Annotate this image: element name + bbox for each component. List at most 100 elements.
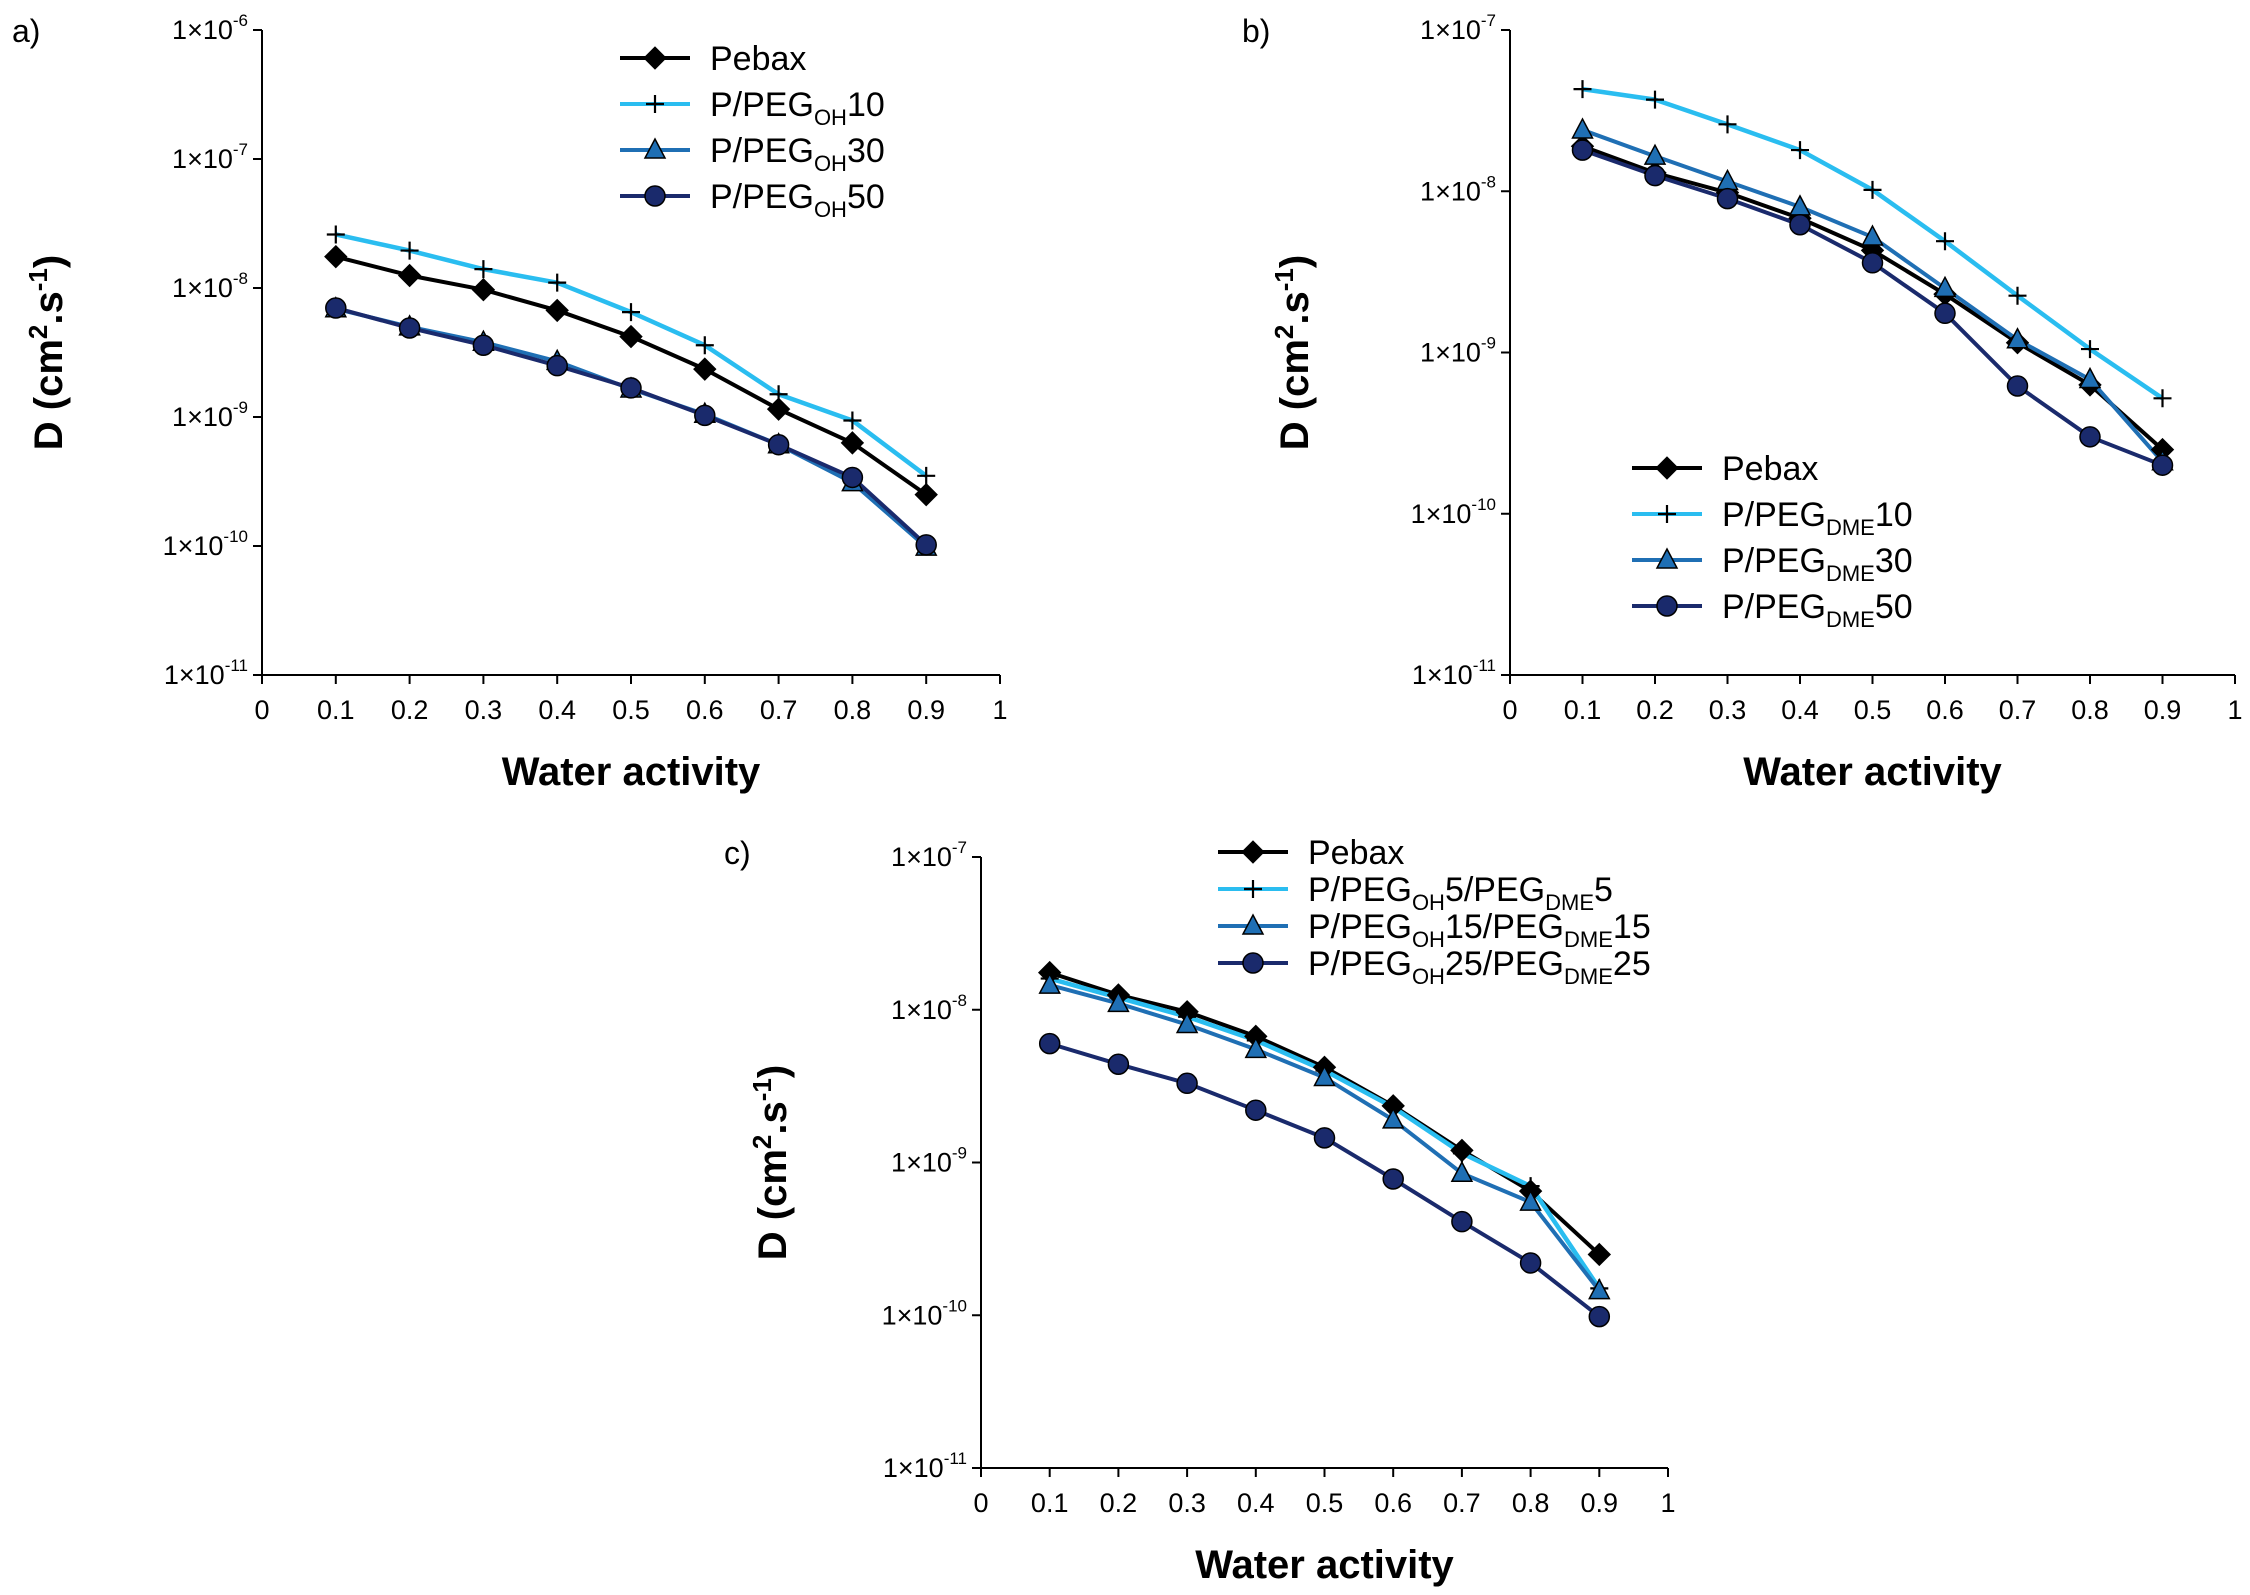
data-point-series-2	[1313, 1064, 1336, 1087]
x-tick-label: 1	[1660, 1488, 1675, 1518]
data-point-series-1	[1936, 232, 1954, 251]
y-tick-label: 1×10-11	[883, 1449, 967, 1483]
y-tick-label: 1×10-7	[891, 838, 967, 872]
legend-label: P/PEGDME50	[1722, 588, 1913, 632]
data-point-series-1	[1573, 80, 1592, 99]
x-tick-label: 0.8	[1512, 1488, 1550, 1518]
data-point-series-2	[1588, 1277, 1611, 1300]
data-point-series-3	[2079, 426, 2101, 448]
data-point-series-1	[474, 260, 493, 279]
data-point-series-1	[326, 225, 345, 244]
chart-panel-b: b) 1×10-11 1×10-10 1×10-9 1×10-8 1×10-7 0 0.1 0.…	[1242, 11, 2243, 794]
x-tick-label: 0.6	[1926, 695, 1964, 725]
legend-swatch-marker	[1655, 547, 1679, 569]
x-tick-label: 0.7	[1999, 695, 2037, 725]
data-point-series-2	[1571, 117, 1594, 139]
y-tick-label: 1×10-7	[172, 140, 248, 174]
y-tick-label: 1×10-11	[164, 656, 248, 690]
data-point-series-2	[1933, 275, 1957, 298]
x-tick-label: 0.9	[907, 695, 945, 725]
data-point-series-3	[1861, 252, 1884, 274]
data-point-series-3	[1519, 1252, 1542, 1274]
x-tick-label: 0.2	[1636, 695, 1674, 725]
x-tick-label: 0.8	[2071, 695, 2109, 725]
x-tick-label: 0.3	[1709, 695, 1747, 725]
x-tick-label: 0.5	[612, 695, 650, 725]
y-tick-label: 1×10-11	[1412, 656, 1496, 690]
data-point-series-2	[1519, 1189, 1542, 1211]
y-tick-label: 1×10-9	[1420, 334, 1496, 368]
data-point-series-2	[1861, 224, 1884, 246]
data-point-series-1	[1646, 90, 1664, 109]
x-tick-label: 0.1	[1564, 695, 1602, 725]
x-tick-label: 0.6	[1374, 1488, 1412, 1518]
data-point-series-0	[545, 298, 569, 323]
x-tick-label: 0.8	[834, 695, 872, 725]
x-tick-label: 0.4	[1237, 1488, 1275, 1518]
data-point-series-3	[1451, 1210, 1473, 1233]
legend-label: Pebax	[1722, 450, 1818, 488]
data-point-series-2	[1643, 143, 1667, 165]
series-line-0	[1049, 970, 1601, 1256]
data-point-series-0	[914, 482, 938, 507]
data-point-series-1	[695, 336, 714, 355]
x-tick-label: 0	[254, 695, 269, 725]
legend-swatch-marker	[1658, 505, 1676, 523]
panel-label: c)	[724, 835, 751, 871]
series-line-0	[335, 254, 928, 497]
data-point-series-1	[548, 273, 567, 292]
data-point-series-3	[694, 404, 716, 427]
y-tick-label: 1×10-10	[163, 527, 248, 561]
x-tick-label: 0.9	[2144, 695, 2182, 725]
data-point-series-3	[472, 334, 495, 356]
data-point-series-1	[2008, 286, 2027, 305]
legend-label: P/PEGOH5/PEGDME5	[1308, 871, 1613, 915]
data-point-series-1	[1791, 141, 1809, 160]
data-point-series-3	[1644, 164, 1666, 187]
legend-label: P/PEGDME30	[1722, 542, 1913, 586]
legend-swatch-marker	[1655, 456, 1679, 480]
y-tick-label: 1×10-8	[1420, 172, 1496, 206]
legend-swatch-marker	[1244, 880, 1262, 898]
data-point-series-3	[915, 534, 937, 556]
legend-swatch-marker	[644, 185, 666, 207]
data-point-series-1	[1452, 1144, 1471, 1163]
data-point-series-0	[693, 357, 717, 381]
legend-label: Pebax	[1308, 834, 1404, 872]
y-axis-title: D (cm2.s-1)	[1269, 255, 1317, 450]
x-tick-label: 0.5	[1854, 695, 1892, 725]
data-point-series-1	[400, 241, 419, 260]
x-tick-label: 0.1	[1031, 1488, 1069, 1518]
x-tick-label: 0.6	[686, 695, 724, 725]
data-point-series-3	[1382, 1168, 1404, 1190]
data-point-series-0	[397, 263, 422, 288]
data-point-series-2	[1244, 1036, 1268, 1059]
x-tick-label: 0.7	[760, 695, 798, 725]
data-point-series-2	[1381, 1107, 1405, 1129]
data-point-series-2	[1175, 1011, 1199, 1034]
data-point-series-1	[917, 466, 936, 485]
x-tick-label: 0.3	[465, 695, 503, 725]
legend-swatch-marker	[646, 95, 664, 113]
x-tick-label: 0.4	[538, 695, 576, 725]
data-point-series-3	[841, 466, 864, 489]
data-point-series-1	[622, 303, 640, 322]
data-point-series-0	[840, 431, 865, 455]
x-axis-title: Water activity	[1743, 750, 2002, 794]
data-point-series-3	[1245, 1099, 1267, 1121]
series-line-1	[335, 232, 928, 478]
x-tick-label: 0	[1502, 695, 1517, 725]
legend-label: Pebax	[710, 40, 806, 78]
x-tick-label: 0.2	[1100, 1488, 1138, 1518]
legend-swatch-marker	[1242, 952, 1264, 974]
data-point-series-3	[1789, 213, 1811, 236]
x-axis-title: Water activity	[502, 750, 761, 794]
data-point-series-3	[546, 354, 568, 377]
data-point-series-2	[2006, 327, 2029, 349]
data-point-series-0	[766, 397, 791, 421]
x-axis-title: Water activity	[1195, 1543, 1454, 1587]
legend-label: P/PEGOH30	[710, 132, 885, 176]
